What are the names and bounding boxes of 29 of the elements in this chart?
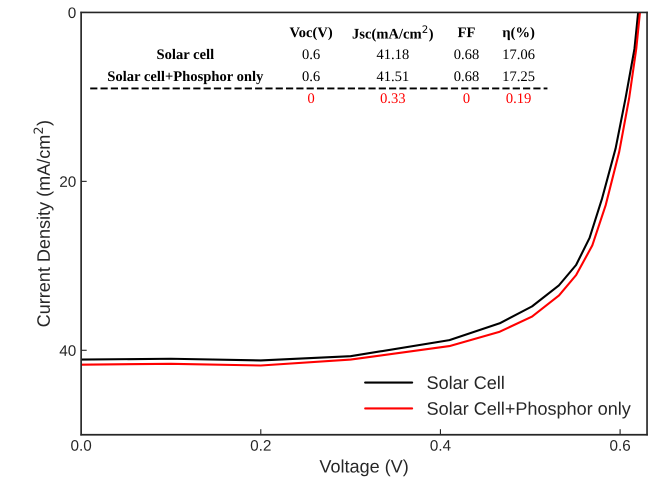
x-axis-title: Voltage (V): [320, 459, 408, 476]
annotation: 0: [463, 93, 470, 104]
annotation: 0.68: [454, 71, 479, 82]
annotation: η(%): [502, 26, 534, 40]
annotation: Jsc(mA/cm$^{2}$): [352, 25, 433, 42]
annotation: 0.6: [302, 71, 320, 82]
annotation: Solar cell+Phosphor only: [108, 70, 264, 84]
x-tick-label: 0.2: [250, 440, 271, 451]
y-axis-title: Current Density (mA/cm$^{2}$): [34, 121, 54, 326]
annotation: 0.19: [506, 93, 531, 104]
annotation: 0.33: [380, 93, 406, 104]
legend-label: Solar Cell+Phosphor only: [427, 402, 631, 419]
annotation: 41.51: [376, 71, 408, 82]
y-tick-label: 40: [60, 345, 76, 356]
annotation: 0.6: [302, 49, 320, 60]
annotation: 0.68: [454, 49, 479, 60]
y-tick-label: 0: [68, 7, 76, 18]
annotation: 0: [308, 93, 314, 104]
annotation: FF: [458, 28, 475, 38]
annotation: 17.06: [503, 49, 535, 60]
annotation: Voc(V): [290, 26, 332, 40]
y-tick-label: 20: [60, 176, 76, 188]
annotation: 41.18: [376, 49, 409, 60]
x-tick-label: 0.4: [430, 440, 451, 451]
x-tick-label: 0.6: [610, 440, 630, 451]
annotation: 17.25: [503, 71, 534, 82]
x-tick-label: 0.0: [71, 440, 92, 451]
annotation: Solar cell: [157, 48, 214, 60]
legend-label: Solar Cell: [427, 376, 504, 390]
